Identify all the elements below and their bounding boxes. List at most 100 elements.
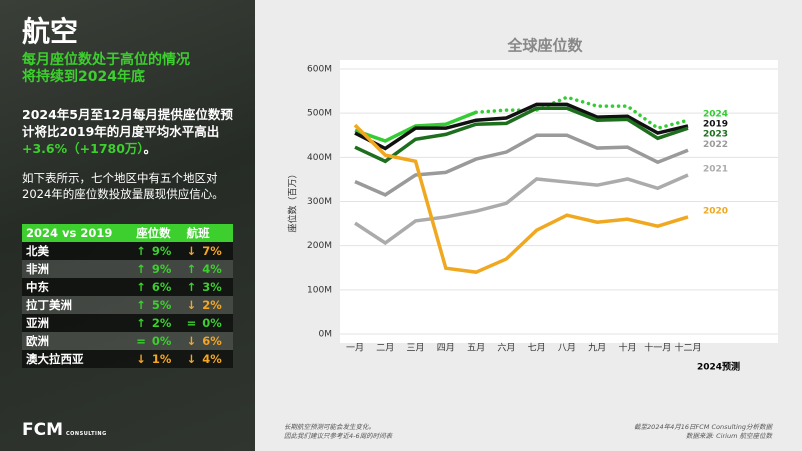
subtitle: 每月座位数处于高位的情况 将持续到2024年底 <box>22 52 190 86</box>
summary-text: 2024年5月至12月每月提供座位数预计将比2019年的月度平均水平高出 <box>22 107 233 139</box>
subtitle-line: 将持续到2024年底 <box>22 69 145 85</box>
arrow: ↑ <box>136 244 146 258</box>
change-cell: ↑ 2% <box>132 314 183 332</box>
arrow: = <box>136 334 146 348</box>
legend-label: 2019 <box>703 120 728 130</box>
change-value: 2% <box>202 298 222 312</box>
x-tick-label: 三月 <box>407 343 425 354</box>
change-value: 2% <box>151 316 172 330</box>
arrow: ↑ <box>186 280 197 294</box>
region-cell: 澳大拉西亚 <box>22 350 133 368</box>
change-cell: ↑ 4% <box>182 260 233 278</box>
x-tick-label: 六月 <box>497 342 515 354</box>
change-cell: ↓ 1% <box>132 350 183 368</box>
x-tick-label: 七月 <box>528 343 546 354</box>
logo: FCM CONSULTING <box>22 420 107 440</box>
series-line <box>353 123 689 274</box>
change-cell: ↑ 9% <box>132 260 183 278</box>
change-cell: ↑ 3% <box>182 278 233 296</box>
header-cell: 航班 <box>182 224 233 242</box>
legend-label: 2021 <box>703 165 728 175</box>
x-tick-label: 八月 <box>558 343 576 354</box>
left-panel: 航空 每月座位数处于高位的情况 将持续到2024年底 2024年5月至12月每月提… <box>0 0 255 451</box>
logo-name: FCM <box>22 420 64 440</box>
change-value: 4% <box>202 262 222 276</box>
y-tick-label: 600M <box>307 65 332 75</box>
summary: 2024年5月至12月每月提供座位数预计将比2019年的月度平均水平高出 +3.6… <box>22 106 237 157</box>
x-tick-label: 十一月 <box>644 342 671 354</box>
arrow: ↓ <box>186 298 197 312</box>
arrow: ↓ <box>136 352 146 366</box>
change-value: 0% <box>202 316 222 330</box>
table-header: 2024 vs 2019 座位数 航班 <box>22 224 233 242</box>
table-row: 北美 ↑ 9% ↓ 7% <box>22 242 233 260</box>
arrow: ↑ <box>136 280 146 294</box>
footer-right: 截至2024年4月16日FCM Consulting分析数据 数据来源: Ciri… <box>634 423 772 441</box>
legend-label: 2020 <box>703 206 728 216</box>
arrow: = <box>186 316 197 330</box>
y-axis-title: 座位数（百万） <box>287 169 299 232</box>
series-line <box>354 102 689 151</box>
arrow: ↑ <box>136 262 146 276</box>
x-tick-label: 一月 <box>346 343 364 354</box>
header-cell: 座位数 <box>132 224 183 242</box>
title: 航空 <box>22 15 79 48</box>
y-tick-label: 500M <box>307 109 332 119</box>
change-cell: ↑ 9% <box>132 242 183 260</box>
arrow: ↓ <box>186 244 197 258</box>
x-tick-label: 十月 <box>618 342 636 354</box>
logo-tag: CONSULTING <box>66 431 107 437</box>
region-cell: 中东 <box>22 278 133 296</box>
table-row: 亚洲 ↑ 2% = 0% <box>22 314 233 332</box>
footer-line: 截至2024年4月16日FCM Consulting分析数据 <box>634 423 772 431</box>
legend-label: 2022 <box>703 140 728 150</box>
change-value: 9% <box>151 262 172 276</box>
region-cell: 亚洲 <box>22 314 133 332</box>
summary-highlight: +3.6%（+1780万） <box>22 141 144 156</box>
arrow: ↓ <box>186 352 197 366</box>
y-tick-label: 400M <box>307 153 332 163</box>
table-row: 非洲 ↑ 9% ↑ 4% <box>22 260 233 278</box>
change-value: 7% <box>202 244 222 258</box>
arrow: ↑ <box>186 262 197 276</box>
change-value: 1% <box>151 352 172 366</box>
change-cell: ↓ 7% <box>182 242 233 260</box>
change-cell: ↓ 6% <box>182 332 233 350</box>
footer-line: 长期航空预测可能会发生变化。 <box>284 423 375 431</box>
change-value: 6% <box>202 334 222 348</box>
legend-label: 2024 <box>703 110 728 120</box>
chart: 全球座位数 座位数（百万） 2024预测 0M 100M 200M 300M 400M 5… <box>287 37 778 373</box>
footer-line: 数据来源: Cirium 航空座位数 <box>685 432 772 440</box>
change-cell: ↑ 6% <box>132 278 183 296</box>
change-value: 4% <box>202 352 222 366</box>
footer-left: 长期航空预测可能会发生变化。 因此我们建议只参考近4-6周的时间表 <box>284 423 392 441</box>
series-line <box>354 106 689 164</box>
region-cell: 欧洲 <box>22 332 133 350</box>
legend-label: 2023 <box>703 130 728 140</box>
series-line <box>354 173 689 246</box>
chart-title: 全球座位数 <box>506 37 583 55</box>
change-cell: ↓ 2% <box>182 296 233 314</box>
series-line <box>354 110 477 143</box>
region-cell: 非洲 <box>22 260 133 278</box>
x-tick-label: 二月 <box>376 343 394 354</box>
y-tick-label: 0M <box>319 330 333 340</box>
change-cell: ↑ 5% <box>132 296 183 314</box>
change-value: 6% <box>151 280 172 294</box>
table-row: 欧洲 = 0% ↓ 6% <box>22 332 233 350</box>
change-cell: = 0% <box>132 332 183 350</box>
y-tick-label: 100M <box>307 285 332 295</box>
table-row: 中东 ↑ 6% ↑ 3% <box>22 278 233 296</box>
subtitle-line: 每月座位数处于高位的情况 <box>22 52 190 68</box>
series-line <box>354 133 689 197</box>
x-tick-label: 九月 <box>588 343 606 354</box>
table-row: 澳大拉西亚 ↓ 1% ↓ 4% <box>22 350 233 368</box>
change-cell: ↓ 4% <box>182 350 233 368</box>
series-line <box>474 95 690 131</box>
region-cell: 拉丁美洲 <box>22 296 133 314</box>
x-tick-label: 十二月 <box>674 342 701 354</box>
footer-line: 因此我们建议只参考近4-6周的时间表 <box>284 432 393 440</box>
region-table: 2024 vs 2019 座位数 航班 北美 ↑ 9% ↓ 7% 非洲 ↑ 9% ↑ 4% 中东 ↑ 6% ↑ 3… <box>22 224 233 368</box>
forecast-note: 2024预测 <box>697 361 740 373</box>
